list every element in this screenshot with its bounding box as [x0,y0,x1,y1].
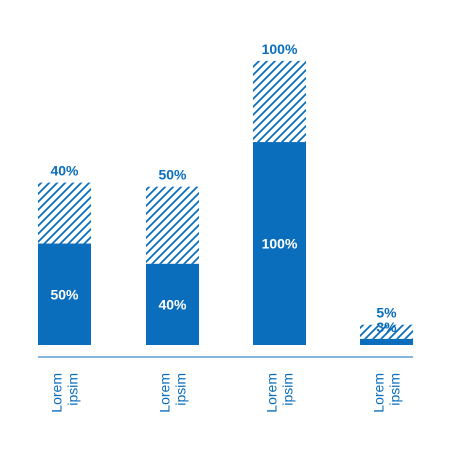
category-label-line: Lorem [371,373,387,413]
category-label-line: ipsim [65,373,81,406]
category-label-line: Lorem [157,373,173,413]
bar-hatched-2 [146,186,199,264]
category-label-line: ipsim [387,373,403,406]
bar-hatched-1 [38,182,91,244]
data-label-hatched-1: 40% [50,163,79,179]
data-label-solid-4: 3% [376,319,397,335]
category-label-3: Lorem ipsim [264,373,296,413]
data-label-solid-1: 50% [50,286,79,302]
category-label-2: Lorem ipsim [157,373,189,413]
data-label-hatched-4: 5% [376,305,397,321]
category-label-line: ipsim [280,373,296,406]
category-label-1: Lorem ipsim [49,373,81,413]
bar-hatched-3 [253,60,306,143]
category-label-4: Lorem ipsim [371,373,403,413]
data-label-hatched-3: 100% [262,41,298,57]
data-label-hatched-2: 50% [158,167,187,183]
data-labels: 50% 40% 40% 50% 100% 100% 3%5% [50,41,397,335]
category-label-line: ipsim [173,373,189,406]
category-labels: Lorem ipsim Lorem ipsim Lorem ipsim Lorem ipsim [49,373,403,413]
bar-solid-2 [146,263,199,345]
bars [38,60,413,345]
bar-solid-1 [38,243,91,345]
data-label-solid-2: 40% [158,296,187,312]
bar-hatched-4 [360,324,413,339]
data-label-solid-3: 100% [262,236,298,252]
bar-solid-4 [360,338,413,345]
category-label-line: Lorem [264,373,280,413]
bar-solid-3 [253,142,306,345]
category-label-line: Lorem [49,373,65,413]
